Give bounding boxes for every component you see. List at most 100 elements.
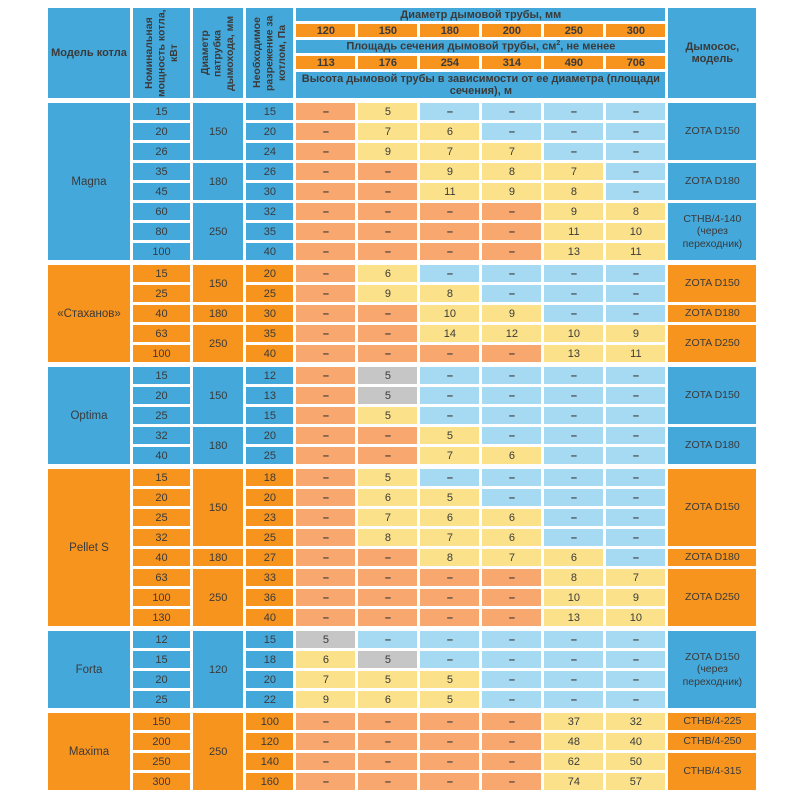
cell-dash: – xyxy=(296,753,356,770)
cell-dash: – xyxy=(420,387,480,404)
cell-height-value: 11 xyxy=(606,243,666,260)
cell-dash: – xyxy=(420,651,480,668)
cell-power: 26 xyxy=(133,143,190,160)
header-diameter-150: 150 xyxy=(358,24,418,37)
cell-dash: – xyxy=(296,569,356,586)
cell-power: 25 xyxy=(133,407,190,424)
table-header: Модель котла Номинальная мощность котла,… xyxy=(48,8,757,98)
table-row: 200 120– – – –48 40 СТНВ/4-250 xyxy=(48,733,757,750)
cell-height-value: 13 xyxy=(544,243,604,260)
cell-dymosos: ZOTA D150 (через переходник) xyxy=(668,629,757,708)
cell-dash: – xyxy=(482,243,542,260)
cell-razrezhenie: 15 xyxy=(246,629,294,648)
header-area-title: Площадь сечения дымовой трубы, см2, не м… xyxy=(296,40,666,53)
cell-height-value: 8 xyxy=(544,569,604,586)
cell-dash: – xyxy=(296,387,356,404)
table-row: 35 180 26– –9 8 7– ZOTA D180 xyxy=(48,163,757,200)
cell-dymosos: ZOTA D180 xyxy=(668,305,757,322)
table-row: 130 40– – – –13 10 xyxy=(48,609,756,626)
header-diameter-250: 250 xyxy=(544,24,604,37)
header-area-113: 113 xyxy=(296,56,356,69)
cell-model: «Стаханов» xyxy=(48,263,130,362)
cell-height-value: 7 xyxy=(482,143,542,160)
cell-dash: – xyxy=(544,143,604,160)
cell-power: 25 xyxy=(133,691,190,708)
cell-dash: – xyxy=(606,671,666,688)
cell-dash: – xyxy=(358,711,418,730)
cell-dash: – xyxy=(420,223,480,240)
cell-power: 20 xyxy=(133,489,190,506)
cell-dash: – xyxy=(420,467,480,486)
header-diameter-120: 120 xyxy=(296,24,356,37)
cell-power: 63 xyxy=(133,569,190,586)
cell-dash: – xyxy=(544,629,604,648)
cell-height-value: 37 xyxy=(544,711,604,730)
cell-dash: – xyxy=(482,285,542,302)
cell-dash: – xyxy=(482,651,542,668)
cell-dash: – xyxy=(358,733,418,750)
cell-dash: – xyxy=(606,305,666,322)
cell-dash: – xyxy=(606,101,666,120)
cell-dash: – xyxy=(482,609,542,626)
cell-height-value: 5 xyxy=(358,365,418,384)
cell-power: 12 xyxy=(133,629,190,648)
cell-model: Maxima xyxy=(48,711,130,790)
cell-height-value: 11 xyxy=(606,345,666,362)
cell-dash: – xyxy=(544,263,604,282)
cell-razrezhenie: 32 xyxy=(246,203,294,220)
table-row: 60 250 32– – – –9 8 СТНВ/4-140 (через переходни… xyxy=(48,203,757,260)
cell-dash: – xyxy=(296,305,356,322)
cell-razrezhenie: 35 xyxy=(246,325,294,342)
header-diameter-values: 120 150 180 200 250 300 xyxy=(48,24,756,37)
cell-dymosos: ZOTA D150 xyxy=(668,263,757,302)
table-row: 300 160– – – –74 57 xyxy=(48,773,756,790)
cell-height-value: 6 xyxy=(420,509,480,526)
cell-height-value: 6 xyxy=(358,489,418,506)
cell-dash: – xyxy=(296,529,356,546)
cell-dash: – xyxy=(544,305,604,322)
cell-dash: – xyxy=(296,243,356,260)
cell-dash: – xyxy=(296,447,356,464)
cell-height-value: 5 xyxy=(358,387,418,404)
cell-razrezhenie: 20 xyxy=(246,123,294,140)
cell-height-value: 11 xyxy=(420,183,480,200)
table-row: «Стаханов» 15 150 20–6– – – – ZOTA D150 xyxy=(48,263,757,362)
table-row: 20 20–7 6– – – xyxy=(48,123,756,140)
header-diameter-200: 200 xyxy=(482,24,542,37)
cell-power: 100 xyxy=(133,243,190,260)
cell-height-value: 5 xyxy=(358,467,418,486)
cell-power: 40 xyxy=(133,447,190,464)
cell-dash: – xyxy=(544,123,604,140)
table-row: Maxima 150 250 100– – – –37 32 СТНВ/4-225 xyxy=(48,711,757,790)
cell-dash: – xyxy=(606,365,666,384)
cell-patrubok: 250 xyxy=(193,711,244,790)
table-row: Forta 12 120 15 5– – – – – ZOTA D150 (через перех… xyxy=(48,629,757,708)
cell-patrubok: 150 xyxy=(193,365,244,424)
cell-dash: – xyxy=(296,509,356,526)
cell-razrezhenie: 25 xyxy=(246,447,294,464)
cell-dash: – xyxy=(296,467,356,486)
cell-height-value: 9 xyxy=(358,143,418,160)
header-patrubok-label: Диаметр патрубка дымохода, мм xyxy=(199,15,237,91)
cell-razrezhenie: 15 xyxy=(246,407,294,424)
cell-razrezhenie: 18 xyxy=(246,467,294,486)
superscript-2: 2 xyxy=(556,40,561,48)
cell-height-value: 9 xyxy=(544,203,604,220)
cell-height-value: 5 xyxy=(420,427,480,444)
cell-dash: – xyxy=(606,183,666,200)
cell-dash: – xyxy=(296,325,356,342)
cell-power: 25 xyxy=(133,509,190,526)
cell-power: 15 xyxy=(133,263,190,282)
cell-height-value: 7 xyxy=(482,549,542,566)
cell-dash: – xyxy=(358,629,418,648)
cell-dash: – xyxy=(296,427,356,444)
cell-dash: – xyxy=(420,609,480,626)
table-row: 25 23–7 6 6– – xyxy=(48,509,756,526)
table-row: 32 25–8 7 6– – xyxy=(48,529,756,546)
cell-dash: – xyxy=(482,365,542,384)
cell-dash: – xyxy=(482,691,542,708)
table-row: 25 25–9 8– – – xyxy=(48,285,756,302)
cell-razrezhenie: 120 xyxy=(246,733,294,750)
cell-dash: – xyxy=(420,589,480,606)
cell-dash: – xyxy=(544,489,604,506)
